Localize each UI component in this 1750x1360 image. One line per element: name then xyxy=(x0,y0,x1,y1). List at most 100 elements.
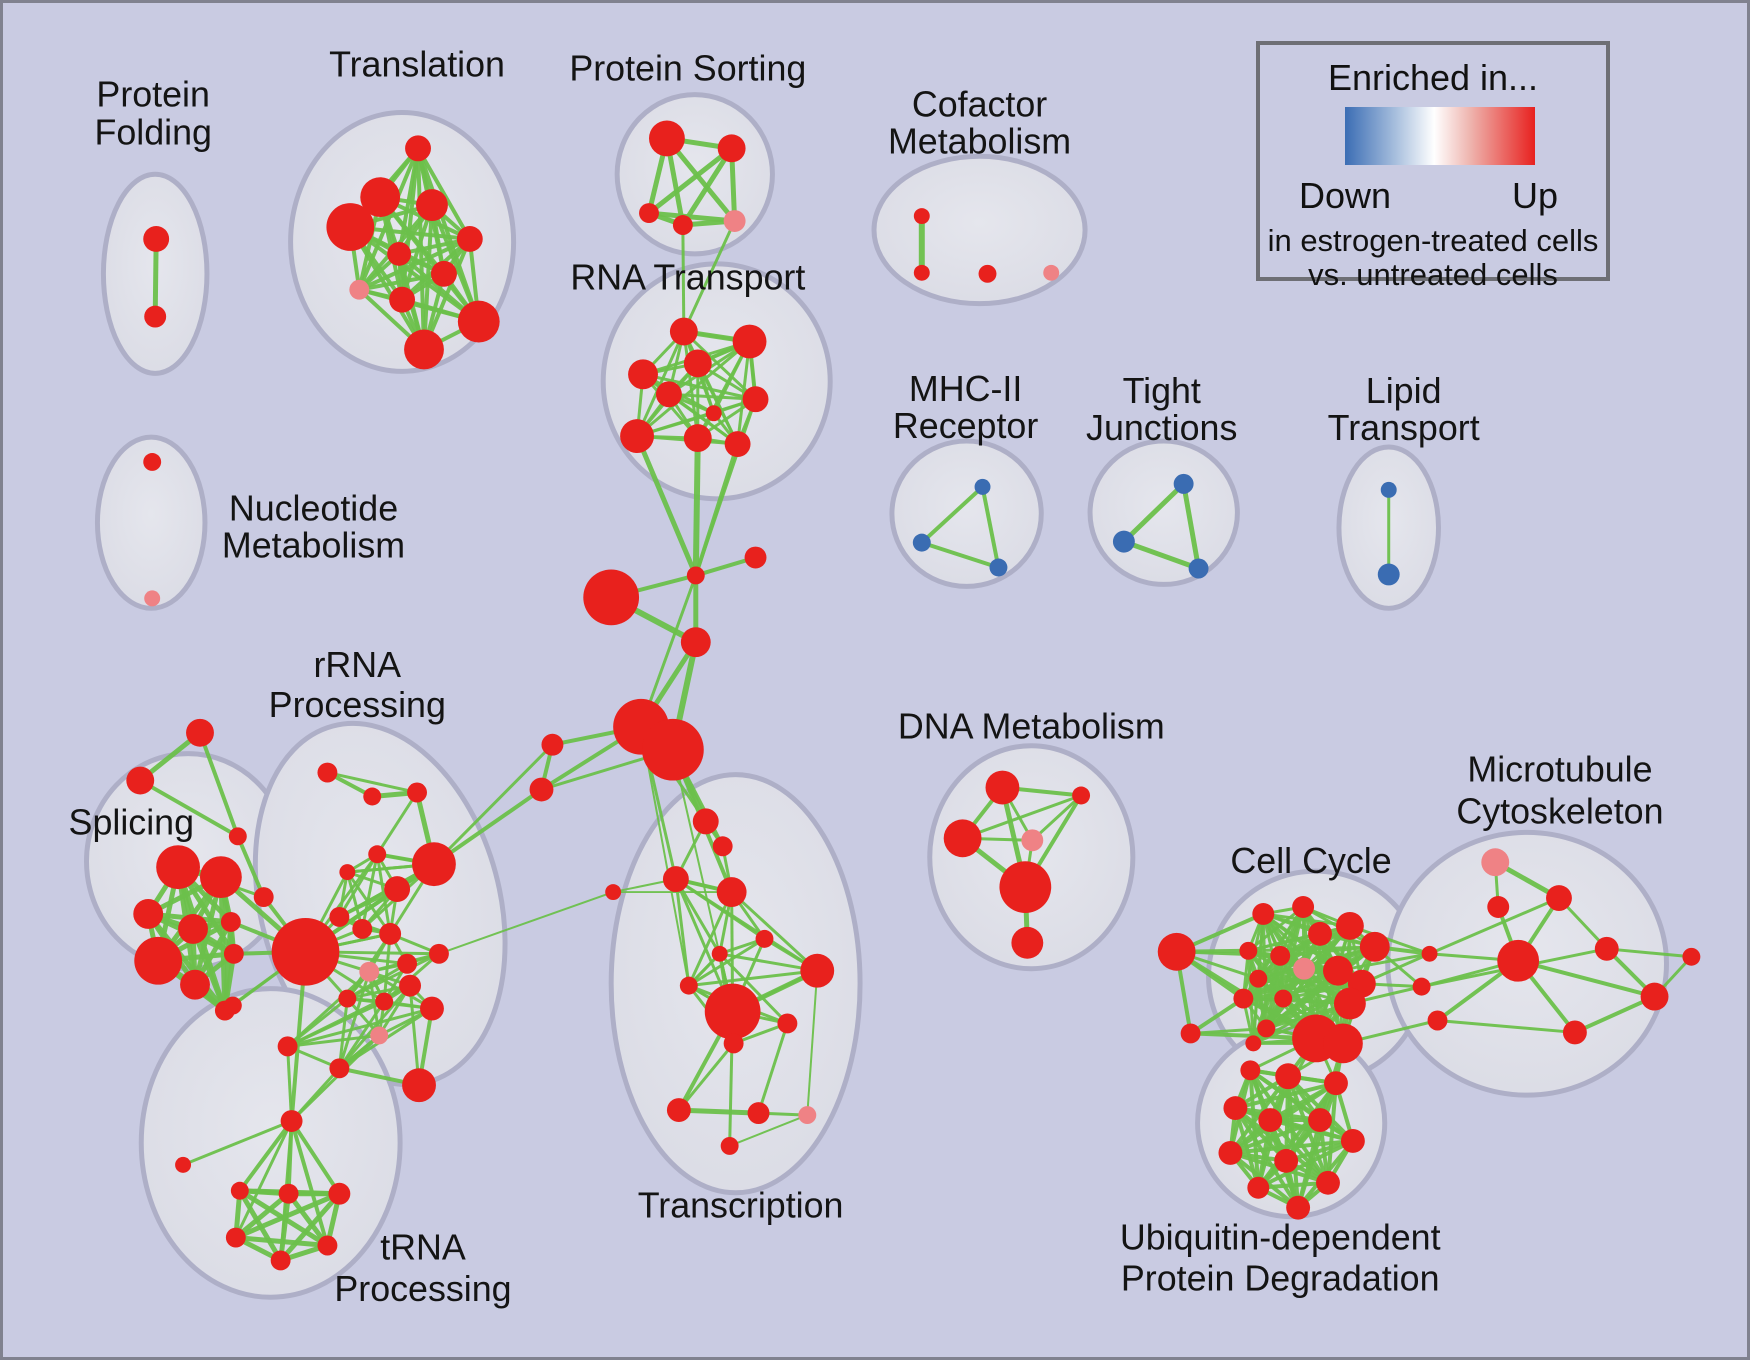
node-138 xyxy=(1427,1010,1448,1031)
node-95 xyxy=(712,836,733,857)
node-98 xyxy=(605,884,622,901)
edge xyxy=(182,1119,293,1167)
node-63 xyxy=(363,787,382,806)
edge xyxy=(287,1007,433,1048)
edge xyxy=(806,970,819,1116)
edge xyxy=(962,794,1082,840)
edge xyxy=(1031,794,1083,842)
node-126 xyxy=(1323,955,1353,986)
node-125 xyxy=(1293,957,1316,980)
edge xyxy=(1517,958,1656,999)
legend-caption-line2: vs. untreated cells xyxy=(1308,257,1558,292)
node-93 xyxy=(270,1250,291,1271)
node-96 xyxy=(662,866,689,893)
node-65 xyxy=(339,864,356,881)
edge xyxy=(1242,969,1339,1001)
edge xyxy=(1181,483,1202,569)
cluster-label-line: Transcription xyxy=(638,1186,844,1226)
node-71 xyxy=(329,906,350,927)
edge xyxy=(1247,905,1305,952)
edge xyxy=(1280,945,1375,958)
node-70 xyxy=(271,917,340,986)
node-153 xyxy=(1340,1129,1365,1153)
node-111 xyxy=(1072,786,1091,805)
node-55 xyxy=(133,899,164,929)
edge xyxy=(430,204,481,323)
edge xyxy=(1122,482,1186,544)
node-108 xyxy=(798,1106,817,1125)
network-canvas: Protein Folding Translation Protein Sorting… xyxy=(69,45,1701,1310)
node-148 xyxy=(1275,1063,1302,1090)
node-48 xyxy=(541,733,564,756)
node-77 xyxy=(338,989,357,1008)
node-9 xyxy=(349,279,370,300)
node-28 xyxy=(1112,530,1135,553)
edge xyxy=(1251,978,1260,1044)
edge xyxy=(642,372,756,401)
node-82 xyxy=(402,1068,436,1103)
edge xyxy=(694,398,757,576)
node-44 xyxy=(583,569,640,626)
node-104 xyxy=(777,1013,798,1034)
edge xyxy=(1189,996,1245,1036)
node-131 xyxy=(1333,987,1366,1020)
cluster-label-line: MHC-II xyxy=(909,369,1022,409)
node-127 xyxy=(1249,969,1268,988)
cluster-label-ubiquitin-degradation: Ubiquitin-dependent Protein Degradation xyxy=(1120,1217,1441,1298)
node-79 xyxy=(399,974,422,997)
node-141 xyxy=(1487,896,1510,918)
edge xyxy=(718,952,789,1025)
edge xyxy=(674,878,691,986)
node-49 xyxy=(529,777,554,802)
node-53 xyxy=(156,845,200,890)
legend-box: Enriched in... Down Up in estrogen-treat… xyxy=(1256,41,1610,292)
node-51 xyxy=(126,766,155,795)
node-1 xyxy=(144,305,167,328)
legend-title: Enriched in... xyxy=(1327,57,1539,98)
edge xyxy=(139,778,239,839)
cluster-label-tight-junctions: Tight Junctions xyxy=(1086,371,1237,448)
edge xyxy=(338,853,379,918)
node-88 xyxy=(230,1181,249,1200)
cluster-label-line: rRNA xyxy=(314,645,402,685)
edge xyxy=(636,340,751,438)
node-66 xyxy=(368,845,387,864)
node-107 xyxy=(747,1102,770,1125)
node-18 xyxy=(913,208,930,225)
cluster-label-mhc-ii-receptor: MHC-II Receptor xyxy=(893,369,1038,446)
node-113 xyxy=(1021,829,1044,852)
cluster-label-line: Cytoskeleton xyxy=(1456,791,1663,831)
edge xyxy=(920,485,984,545)
node-19 xyxy=(913,264,930,281)
nodes-layer xyxy=(126,120,1701,1271)
node-97 xyxy=(716,877,747,907)
node-4 xyxy=(416,189,448,222)
edge xyxy=(688,969,818,988)
edge xyxy=(235,835,266,898)
node-90 xyxy=(328,1182,351,1205)
node-68 xyxy=(384,876,411,903)
cluster-label-cofactor-metabolism: Cofactor Metabolism xyxy=(888,84,1071,161)
node-130 xyxy=(1274,989,1293,1008)
edge xyxy=(1428,896,1560,956)
node-34 xyxy=(683,349,712,378)
node-33 xyxy=(732,324,767,359)
cluster-labels-layer: Protein Folding Translation Protein Sorting… xyxy=(69,45,1664,1310)
node-119 xyxy=(1292,896,1315,918)
node-67 xyxy=(412,842,456,887)
edge xyxy=(729,1114,808,1147)
edge xyxy=(687,891,733,987)
cluster-label-rrna-processing: rRNA Processing xyxy=(269,645,446,725)
node-143 xyxy=(1594,936,1619,961)
edge xyxy=(692,438,701,576)
node-47 xyxy=(642,718,704,781)
cluster-label-line: Nucleotide xyxy=(229,489,398,529)
cluster-label-microtubule-cytoskeleton: Microtubule Cytoskeleton xyxy=(1456,750,1663,832)
edge xyxy=(278,1192,342,1263)
node-8 xyxy=(430,260,457,287)
node-132 xyxy=(1257,1019,1276,1038)
node-3 xyxy=(360,177,401,218)
edge xyxy=(680,147,734,227)
edge xyxy=(1437,1019,1576,1034)
node-76 xyxy=(359,961,380,982)
